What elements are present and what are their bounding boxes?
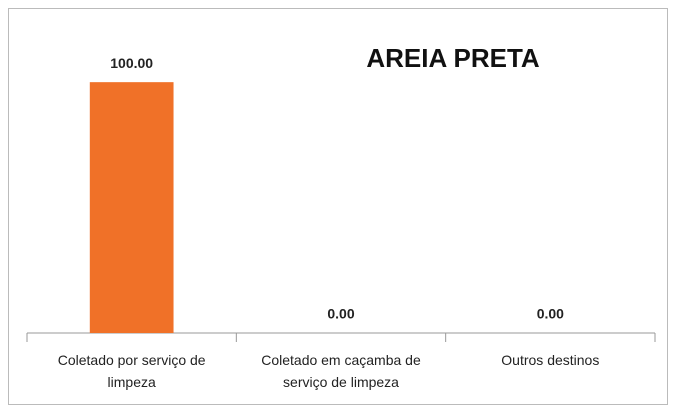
x-tick-label: Coletado em caçamba de serviço de limpez… [261, 352, 421, 390]
x-tick-label: Coletado por serviço de limpeza [57, 352, 206, 390]
chart-title: AREIA PRETA [366, 43, 540, 73]
bar [89, 82, 174, 334]
value-label: 0.00 [537, 306, 564, 322]
x-tick-label: Outros destinos [501, 352, 600, 368]
value-label: 0.00 [327, 306, 354, 322]
value-label: 100.00 [110, 55, 153, 71]
